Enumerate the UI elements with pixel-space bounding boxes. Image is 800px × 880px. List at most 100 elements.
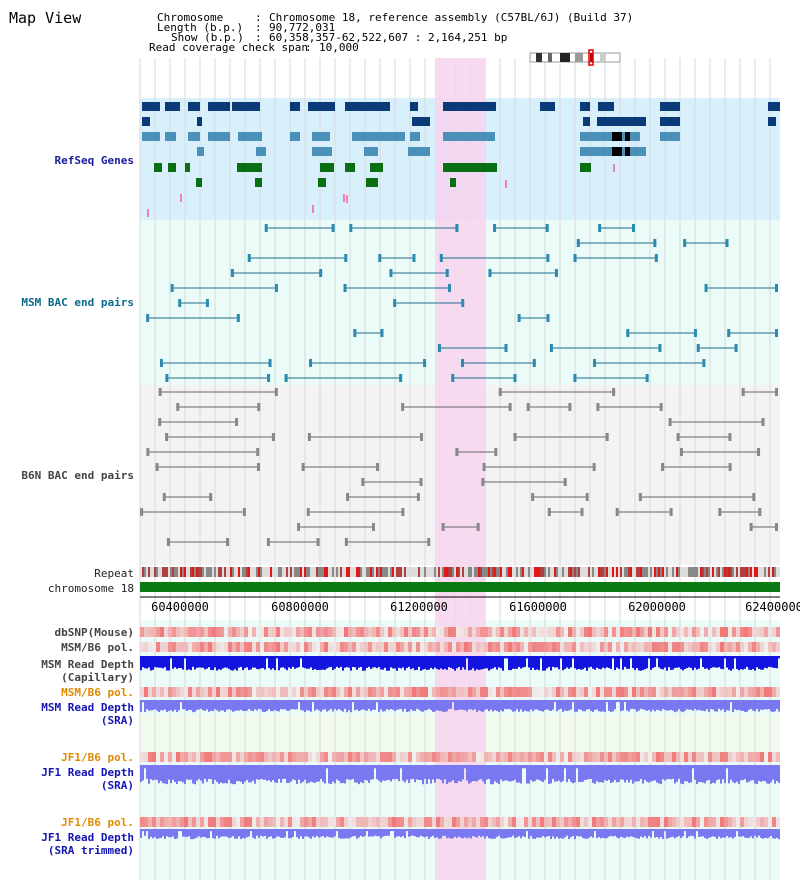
track-label-repeat[interactable]: Repeat [94, 567, 134, 580]
heat-cell [308, 817, 312, 827]
heat-cell [472, 627, 476, 637]
depth-bar [260, 765, 262, 779]
heat-cell [292, 642, 296, 652]
heat-cell [360, 817, 364, 827]
depth-bar [190, 700, 192, 711]
depth-bar [474, 656, 476, 671]
track-label-msm-bac[interactable]: MSM BAC end pairs [21, 296, 134, 309]
depth-bar [448, 700, 450, 710]
depth-bar [256, 765, 258, 780]
depth-bar [202, 656, 204, 668]
depth-bar [734, 700, 736, 710]
depth-bar [320, 656, 322, 670]
depth-bar [398, 829, 400, 837]
repeat-block [302, 567, 304, 577]
depth-bar [692, 765, 694, 769]
heat-cell [464, 627, 468, 637]
depth-bar [602, 700, 604, 712]
depth-bar [296, 656, 298, 668]
track-label-jf1-depth-sra[interactable]: JF1 Read Depth [41, 766, 134, 779]
heat-cell [420, 817, 424, 827]
bac-end [596, 403, 600, 411]
track-label-jf1-b6-pol-2[interactable]: JF1/B6 pol. [61, 816, 134, 829]
repeat-block [392, 567, 394, 577]
heat-cell [404, 642, 408, 652]
depth-bar [482, 765, 484, 782]
depth-bar [732, 829, 734, 839]
heat-cell [744, 642, 748, 652]
heat-cell [444, 627, 448, 637]
bac-end [155, 463, 159, 471]
heat-cell [220, 627, 224, 637]
depth-bar [230, 829, 232, 838]
gene-exon [612, 132, 622, 141]
depth-bar [562, 700, 564, 712]
heat-cell [252, 627, 256, 637]
heat-cell [360, 687, 364, 697]
heat-cell [488, 687, 492, 697]
heat-cell [720, 687, 724, 697]
track-label-b6n-bac[interactable]: B6N BAC end pairs [21, 469, 134, 482]
heat-cell [384, 817, 388, 827]
heat-cell [224, 817, 228, 827]
depth-bar [758, 765, 760, 781]
track-label-chromosome[interactable]: chromosome 18 [47, 582, 134, 595]
heat-cell [296, 687, 300, 697]
depth-bar [206, 765, 208, 782]
bac-end [256, 463, 260, 471]
track-label-dbsnp[interactable]: dbSNP(Mouse) [54, 626, 134, 639]
heat-cell [284, 752, 288, 762]
track-label-msm-depth-capillary[interactable]: MSM Read Depth [41, 658, 134, 671]
bac-end [271, 433, 275, 441]
track-label-msm-b6-pol-sra[interactable]: MSM/B6 pol. [61, 686, 134, 699]
depth-bar [754, 700, 756, 712]
depth-bar [592, 829, 594, 838]
depth-bar [482, 700, 484, 713]
depth-bar [504, 700, 506, 709]
depth-bar [162, 656, 164, 669]
heat-cell [420, 687, 424, 697]
depth-bar [168, 700, 170, 711]
heat-cell [288, 627, 292, 637]
depth-bar [566, 829, 568, 836]
heat-cell [336, 642, 340, 652]
depth-bar [750, 829, 752, 837]
heat-cell [636, 817, 640, 827]
repeat-block [186, 567, 188, 577]
repeat-block [640, 567, 642, 577]
track-label-msm-b6-pol[interactable]: MSM/B6 pol. [61, 641, 134, 654]
depth-bar [602, 829, 604, 838]
depth-bar [268, 765, 270, 781]
heat-cell [708, 642, 712, 652]
repeat-block [758, 567, 760, 577]
depth-bar [438, 656, 440, 670]
depth-bar [628, 656, 630, 669]
bac-end [419, 478, 423, 486]
depth-bar [248, 765, 250, 783]
depth-bar [554, 700, 556, 703]
repeat-block [384, 567, 386, 577]
chromosome-bar [140, 582, 780, 592]
depth-bar [582, 765, 584, 782]
heat-cell [692, 642, 696, 652]
heat-cell [436, 627, 440, 637]
heat-cell [152, 687, 156, 697]
depth-bar [260, 700, 262, 710]
track-label-msm-depth-sra[interactable]: MSM Read Depth [41, 701, 134, 714]
repeat-block [548, 567, 550, 577]
depth-bar [496, 765, 498, 783]
depth-bar [204, 829, 206, 837]
depth-bar [188, 765, 190, 780]
track-label-jf1-depth-trimmed[interactable]: JF1 Read Depth [41, 831, 134, 844]
heat-cell [256, 642, 260, 652]
track-label-refseq[interactable]: RefSeq Genes [54, 154, 134, 167]
depth-bar [382, 656, 384, 670]
track-label-jf1-b6-pol[interactable]: JF1/B6 pol. [61, 751, 134, 764]
heat-cell [516, 817, 520, 827]
depth-bar [734, 829, 736, 837]
heat-cell [348, 817, 352, 827]
depth-bar [558, 656, 560, 670]
depth-bar [462, 765, 464, 780]
